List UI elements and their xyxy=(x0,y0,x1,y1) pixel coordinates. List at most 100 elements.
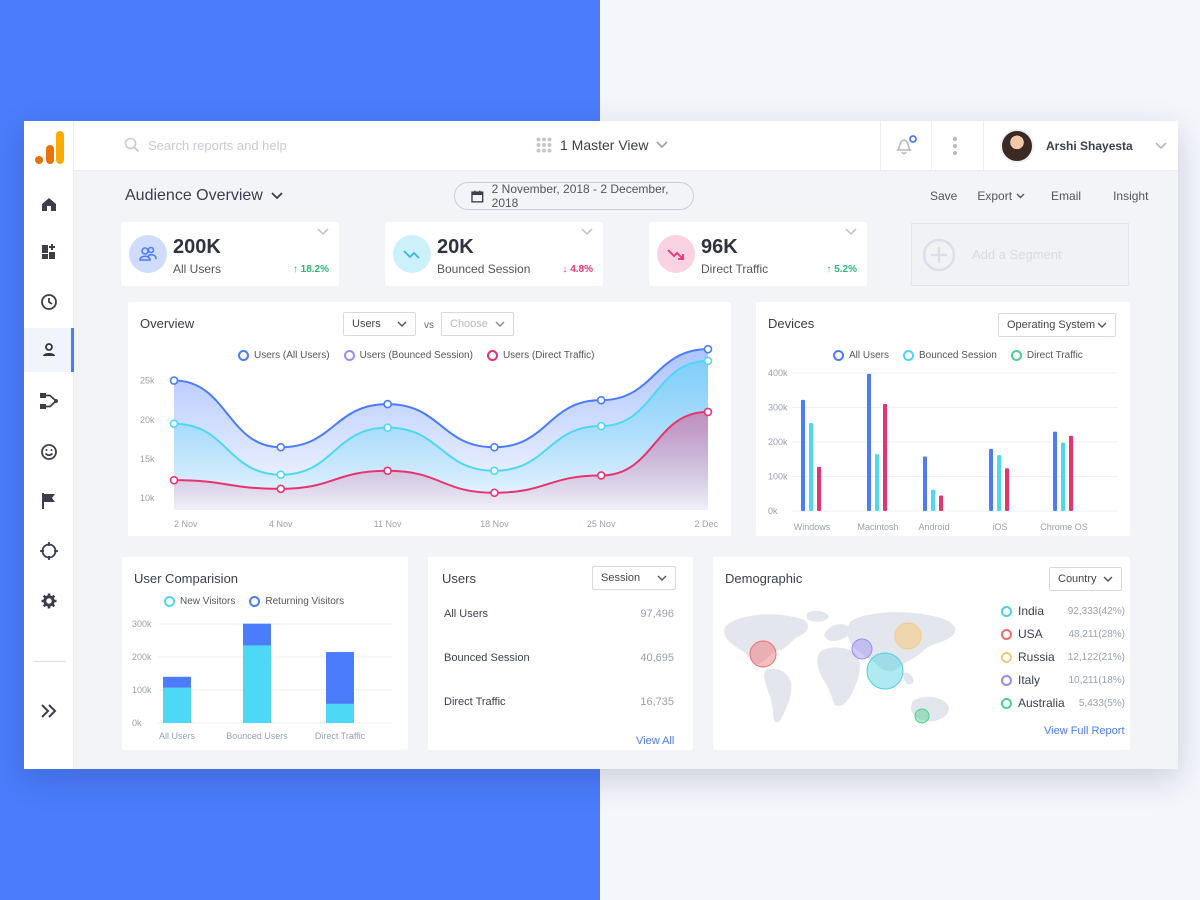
legend-label: Users (Direct Traffic) xyxy=(502,350,595,361)
legend-item[interactable]: Users (Direct Traffic) xyxy=(486,350,595,361)
user-menu[interactable]: Arshi Shayesta xyxy=(1000,129,1167,163)
kpi-change-value: 4.8% xyxy=(570,264,593,275)
kpi-change-value: 5.2% xyxy=(834,264,857,275)
topbar-divider xyxy=(880,121,881,171)
sidebar-item-conversions[interactable] xyxy=(24,479,74,523)
user-comparison-legend: New Visitors Returning Visitors xyxy=(164,596,344,607)
chevron-down-icon xyxy=(397,321,407,327)
os-select[interactable]: Operating System xyxy=(998,313,1116,337)
bar xyxy=(1053,431,1057,511)
sidebar-item-realtime[interactable] xyxy=(24,280,74,324)
data-point xyxy=(276,484,286,494)
users-icon xyxy=(129,235,167,273)
date-range-picker[interactable]: 2 November, 2018 - 2 December, 2018 xyxy=(454,182,694,210)
notifications-button[interactable] xyxy=(894,135,918,162)
data-point xyxy=(703,356,713,366)
usa-bubble[interactable] xyxy=(749,640,777,668)
kpi-value: 20K xyxy=(437,236,474,258)
data-point xyxy=(703,344,713,354)
view-selector[interactable]: 1 Master View xyxy=(536,137,669,153)
data-point xyxy=(276,470,286,479)
users-title: Users xyxy=(442,571,476,586)
kpi-card-bounced-session[interactable]: 20K Bounced Session ↓ 4.8% xyxy=(385,222,603,286)
country-row-usa[interactable]: USA 48,211(28%) xyxy=(1001,627,1125,641)
main-content: Audience Overview 2 November, 2018 - 2 D… xyxy=(74,171,1178,769)
kpi-label: Bounced Session xyxy=(437,262,531,276)
compare-select[interactable]: Choose xyxy=(441,312,514,336)
x-tick-label: 2 Dec xyxy=(694,519,718,529)
view-full-report-link[interactable]: View Full Report xyxy=(1044,725,1125,737)
kpi-label: Direct Traffic xyxy=(701,262,769,276)
devices-card: Devices Operating System All Users Bounc… xyxy=(756,302,1130,536)
insight-button[interactable]: Insight xyxy=(1113,189,1149,203)
sidebar-item-discover[interactable] xyxy=(24,529,74,573)
export-button[interactable]: Export xyxy=(977,189,1025,203)
bar xyxy=(939,495,943,511)
bar-segment xyxy=(163,687,191,723)
chevron-down-icon[interactable] xyxy=(317,228,329,236)
legend-item[interactable]: Users (Bounced Session) xyxy=(343,350,473,361)
legend-item[interactable]: Users (All Users) xyxy=(238,350,330,361)
country-row-australia[interactable]: Australia 5,433(5%) xyxy=(1001,696,1125,710)
search-input[interactable] xyxy=(148,137,348,153)
bar xyxy=(997,455,1001,511)
x-tick-label: 18 Nov xyxy=(480,519,509,529)
email-button[interactable]: Email xyxy=(1051,189,1082,203)
list-item: Direct Traffic 16,735 xyxy=(444,696,674,708)
sidebar-item-admin[interactable] xyxy=(24,579,74,623)
australia-bubble[interactable] xyxy=(914,708,930,724)
sidebar-item-audience[interactable] xyxy=(24,328,74,372)
country-row-italy[interactable]: Italy 10,211(18%) xyxy=(1001,673,1125,687)
page-title[interactable]: Audience Overview xyxy=(125,187,283,205)
search-box[interactable] xyxy=(124,137,348,153)
y-tick-label: 200k xyxy=(132,652,152,662)
x-tick-label: All Users xyxy=(159,731,196,741)
italy-bubble[interactable] xyxy=(851,638,873,660)
legend-item[interactable]: New Visitors xyxy=(164,596,235,607)
user-name: Arshi Shayesta xyxy=(1046,139,1133,153)
legend-label: Users (All Users) xyxy=(254,350,330,361)
bar xyxy=(923,456,927,511)
chevron-down-icon[interactable] xyxy=(581,228,593,236)
list-item-label: Bounced Session xyxy=(444,652,530,664)
sidebar-item-home[interactable] xyxy=(24,182,74,226)
add-segment-button[interactable]: Add a Segment xyxy=(911,223,1129,286)
country-row-india[interactable]: India 92,333(42%) xyxy=(1001,604,1125,618)
russia-bubble[interactable] xyxy=(894,622,922,650)
legend-item[interactable]: All Users xyxy=(833,350,889,361)
country-select[interactable]: Country xyxy=(1049,567,1122,591)
save-button[interactable]: Save xyxy=(930,189,958,203)
country-select-value: Country xyxy=(1058,573,1097,585)
country-marker xyxy=(1001,697,1012,709)
metric-select[interactable]: Users xyxy=(343,312,416,336)
list-item: All Users 97,496 xyxy=(444,608,674,620)
legend-label: Direct Traffic xyxy=(1026,350,1083,361)
bar-segment xyxy=(243,623,271,646)
kpi-card-direct-traffic[interactable]: 96K Direct Traffic ↑ 5.2% xyxy=(649,222,867,286)
sidebar-item-behavior[interactable] xyxy=(24,430,74,474)
page-title-label: Audience Overview xyxy=(125,187,263,204)
sidebar-expand[interactable] xyxy=(24,689,74,733)
kpi-card-all-users[interactable]: 200K All Users ↑ 18.2% xyxy=(121,222,339,286)
more-vertical-icon xyxy=(953,137,957,155)
india-bubble[interactable] xyxy=(866,652,904,690)
date-range-label: 2 November, 2018 - 2 December, 2018 xyxy=(491,182,669,210)
chevron-down-icon xyxy=(1097,322,1107,328)
sidebar-item-acquisition[interactable] xyxy=(24,379,74,423)
y-tick-label: 25k xyxy=(140,376,155,386)
country-row-russia[interactable]: Russia 12,122(21%) xyxy=(1001,650,1125,664)
legend-item[interactable]: Direct Traffic xyxy=(1010,350,1083,361)
list-item-label: All Users xyxy=(444,608,489,620)
legend-item[interactable]: Returning Visitors xyxy=(249,596,344,607)
data-point xyxy=(490,488,499,498)
x-tick-label: Macintosh xyxy=(857,522,898,532)
sidebar-item-dashboard[interactable] xyxy=(24,230,74,274)
view-all-link[interactable]: View All xyxy=(636,735,675,747)
legend-item[interactable]: Bounced Session xyxy=(903,350,997,361)
kpi-change: ↑ 5.2% xyxy=(826,264,857,275)
legend-label: Bounced Session xyxy=(919,350,997,361)
more-menu-button[interactable] xyxy=(952,136,958,161)
session-select[interactable]: Session xyxy=(592,566,676,590)
country-name: India xyxy=(1018,604,1045,618)
chevron-down-icon[interactable] xyxy=(845,228,857,236)
